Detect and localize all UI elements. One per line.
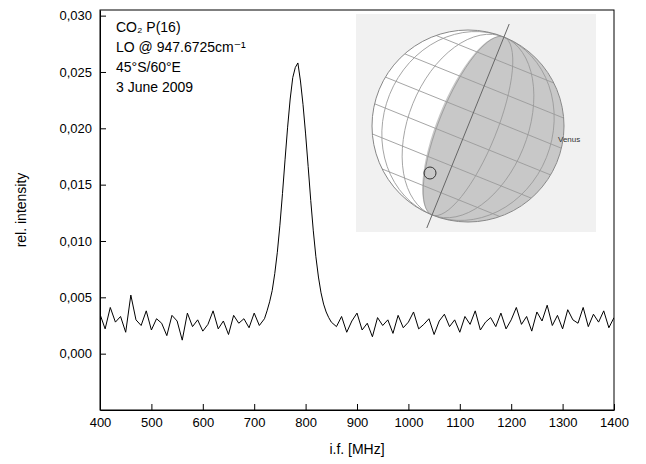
annotation: 45°S/60°E bbox=[116, 59, 181, 75]
tick-mark bbox=[511, 404, 512, 410]
tick: 0,020 bbox=[59, 121, 106, 136]
tick: 0,010 bbox=[59, 234, 106, 249]
tick: 900 bbox=[347, 404, 369, 430]
tick-mark bbox=[100, 185, 106, 186]
x-axis-title: i.f. [MHz] bbox=[329, 441, 384, 457]
x-axis: 400 500 600 700 800 900 1000 1100 1200 1300 1400 bbox=[90, 404, 629, 430]
tick-label: 0,020 bbox=[59, 121, 92, 136]
tick-label: 0,010 bbox=[59, 234, 92, 249]
tick: 800 bbox=[295, 404, 317, 430]
meridian bbox=[377, 15, 559, 238]
tick: 1000 bbox=[394, 404, 423, 430]
annotation: 3 June 2009 bbox=[116, 79, 193, 95]
tick-mark bbox=[614, 404, 615, 410]
tick-mark bbox=[100, 16, 106, 17]
y-axis-title: rel. intensity bbox=[13, 173, 29, 248]
annotation: LO @ 947.6725cm⁻¹ bbox=[116, 39, 246, 55]
tick: 600 bbox=[192, 404, 214, 430]
tick: 1100 bbox=[446, 404, 474, 430]
globe-axis bbox=[427, 24, 509, 228]
annotation: CO₂ P(16) bbox=[116, 19, 181, 35]
tick-mark bbox=[100, 128, 106, 129]
tick: 0,025 bbox=[59, 65, 106, 80]
spectrum-line bbox=[100, 63, 614, 340]
tick-label: 500 bbox=[141, 415, 163, 430]
tick: 0,000 bbox=[59, 346, 106, 361]
tick: 0,015 bbox=[59, 177, 106, 192]
inset-label: Venus bbox=[558, 135, 580, 144]
tick-mark bbox=[408, 404, 409, 410]
tick-label: 0,025 bbox=[59, 65, 92, 80]
chart: Venus 400 500 600 700 800 900 1000 1100 1200 1300 1… bbox=[0, 0, 646, 464]
y-axis: 0,000 0,005 0,010 0,015 0,020 0,025 0,030 bbox=[59, 8, 106, 410]
tick: 500 bbox=[141, 404, 163, 430]
axis-line bbox=[101, 410, 615, 411]
tick-mark bbox=[357, 404, 358, 410]
tick-mark bbox=[563, 404, 564, 410]
tick-mark bbox=[203, 404, 204, 410]
tick-mark bbox=[100, 241, 106, 242]
tick-label: 0,005 bbox=[59, 290, 92, 305]
tick: 1200 bbox=[497, 404, 526, 430]
tick-label: 1000 bbox=[394, 415, 423, 430]
tick: 0,030 bbox=[59, 8, 106, 23]
tick-mark bbox=[151, 404, 152, 410]
observation-spot bbox=[424, 167, 436, 179]
plot-data bbox=[100, 63, 614, 340]
tick-label: 800 bbox=[295, 415, 317, 430]
tick: 1300 bbox=[549, 404, 578, 430]
tick-label: 1200 bbox=[497, 415, 526, 430]
tick-label: 1400 bbox=[600, 415, 629, 430]
tick-label: 0,030 bbox=[59, 8, 92, 23]
inset: Venus bbox=[344, 1, 596, 251]
plot-frame bbox=[100, 10, 614, 410]
tick-label: 400 bbox=[90, 415, 112, 430]
tick-label: 0,000 bbox=[59, 346, 92, 361]
tick-mark bbox=[100, 72, 106, 73]
tick: 700 bbox=[244, 404, 266, 430]
tick-label: 700 bbox=[244, 415, 266, 430]
axis-line bbox=[100, 11, 101, 411]
tick-label: 1100 bbox=[446, 415, 474, 430]
tick-label: 0,015 bbox=[59, 177, 92, 192]
tick-mark bbox=[254, 404, 255, 410]
tick-mark bbox=[100, 354, 106, 355]
tick-mark bbox=[100, 297, 106, 298]
tick-label: 900 bbox=[347, 415, 369, 430]
tick-mark bbox=[306, 404, 307, 410]
globe bbox=[344, 1, 593, 251]
tick-mark bbox=[460, 404, 461, 410]
tick: 0,005 bbox=[59, 290, 106, 305]
globe-rotated bbox=[344, 1, 593, 251]
meridian bbox=[354, 5, 583, 246]
tick: 1400 bbox=[600, 404, 629, 430]
tick-label: 600 bbox=[192, 415, 214, 430]
tick-label: 1300 bbox=[549, 415, 578, 430]
